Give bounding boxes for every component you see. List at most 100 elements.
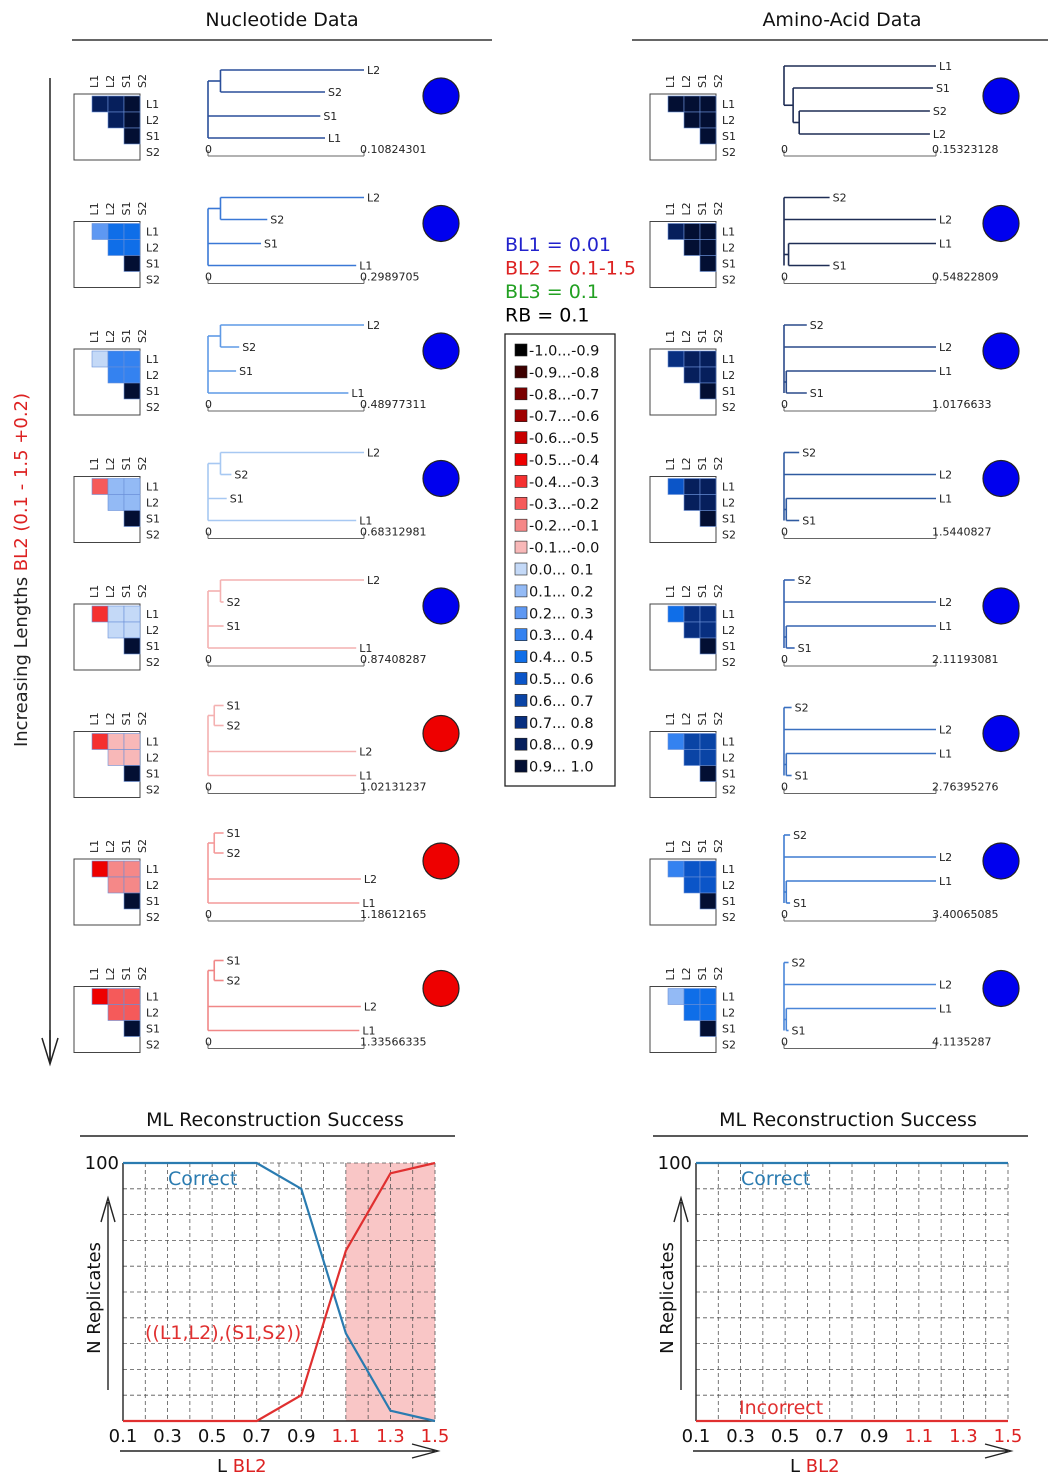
amino-matrix-col-label: L1 (664, 967, 677, 980)
nucleotide-scale-max: 0.10824301 (360, 143, 426, 156)
legend-swatch (514, 715, 528, 729)
nucleotide-matrix-col-label: L1 (88, 840, 101, 853)
amino-matrix-cell (683, 733, 701, 750)
amino-matrix-cell (683, 478, 701, 495)
nucleotide-matrix-cell (107, 749, 125, 766)
nucleotide-matrix-cell (123, 239, 141, 256)
nucleotide-matrix-cell (123, 111, 141, 129)
amino-tree-leaf-label: L1 (939, 1003, 952, 1016)
nucleotide-matrix-col-label: L2 (104, 75, 117, 88)
legend-label: -1.0...-0.9 (529, 344, 599, 360)
amino-matrix-row-label: S2 (722, 401, 736, 414)
amino-matrix-col-label: S1 (696, 202, 709, 216)
amino-scale-max: 0.15323128 (932, 143, 998, 156)
nucleotide-tree-leaf-label: L2 (367, 192, 380, 205)
nucleotide-matrix-cell (91, 95, 109, 113)
amino-result-dot-correct (982, 332, 1020, 370)
nucleotide-matrix-cell (107, 366, 125, 384)
amino-matrix-cell (699, 860, 717, 878)
nucleotide-matrix-col-label: S2 (136, 329, 149, 343)
nucleotide-tree-leaf-label: S2 (242, 341, 256, 354)
amino-matrix-row-label: L2 (722, 497, 735, 510)
amino-matrix-col-label: L1 (664, 457, 677, 470)
nucleotide-matrix-cell (123, 733, 141, 750)
legend-swatch (514, 496, 528, 510)
amino-matrix-row-label: L2 (722, 114, 735, 127)
nucleotide-matrix-cell (91, 478, 109, 495)
nucleotide-tree-leaf-label: L2 (367, 447, 380, 460)
amino-matrix-cell (699, 350, 717, 368)
nucleotide-scale-zero: 0 (205, 143, 212, 156)
nucleotide-matrix-row-label: S2 (146, 274, 160, 287)
chart-x-label-prefix: L (790, 1456, 806, 1477)
legend-swatch (514, 694, 528, 707)
nucleotide-matrix-row-label: S2 (146, 656, 160, 669)
nucleotide-tree-leaf-label: L1 (359, 260, 372, 273)
legend-swatch (514, 365, 528, 379)
amino-matrix-col-label: L2 (680, 202, 693, 215)
nucleotide-scale-zero: 0 (205, 653, 212, 666)
nucleotide-matrix-cell (107, 478, 125, 495)
parameter-line: BL3 = 0.1 (505, 281, 599, 303)
nucleotide-matrix-cell (123, 765, 141, 782)
amino-matrix-cell (667, 350, 685, 368)
nucleotide-matrix-col-label: L1 (88, 585, 101, 598)
amino-matrix-row-label: L1 (722, 863, 735, 876)
amino-tree-leaf-label: L1 (939, 748, 952, 761)
amino-matrix-cell (699, 127, 717, 145)
nucleotide-tree-leaf-label: S2 (227, 720, 241, 733)
legend-label: -0.4...-0.3 (529, 475, 599, 491)
amino-matrix-cell (683, 111, 701, 129)
amino-matrix-cell (683, 223, 701, 240)
amino-tree-leaf-label: L1 (939, 620, 952, 633)
nucleotide-matrix-cell (107, 876, 125, 894)
amino-matrix-row-label: L1 (722, 481, 735, 494)
amino-matrix-cell (699, 255, 717, 272)
amino-result-dot-correct (982, 204, 1020, 243)
amino-matrix-cell (699, 765, 717, 782)
nucleotide-matrix-col-label: L2 (104, 712, 117, 725)
amino-matrix-row-label: L1 (722, 353, 735, 366)
nucleotide-tree-leaf-label: L2 (367, 64, 380, 77)
nucleotide-matrix-cell (123, 382, 141, 400)
nucleotide-scale-max: 1.33566335 (360, 1036, 426, 1049)
nucleotide-matrix-col-label: L1 (88, 75, 101, 88)
nucleotide-matrix-cell (123, 621, 141, 639)
nucleotide-matrix-row-label: L2 (146, 1007, 159, 1020)
nucleotide-matrix-col-label: L2 (104, 967, 117, 980)
legend-swatch (514, 453, 528, 466)
amino-tree-leaf-label: S1 (833, 260, 847, 273)
amino-tree-leaf-label: S1 (802, 515, 816, 528)
nucleotide-matrix-row-label: S2 (146, 146, 160, 159)
nucleotide-tree-leaf-label: S2 (270, 214, 284, 227)
chart-x-tick-label: 1.5 (421, 1426, 450, 1447)
chart-x-tick-label: 0.3 (726, 1426, 755, 1447)
nucleotide-matrix-cell (123, 988, 141, 1005)
nucleotide-matrix-col-label: S1 (120, 457, 133, 471)
chart-nucleotide: ML Reconstruction Success Correct ((L1,L2)… (80, 1109, 455, 1477)
nucleotide-matrix-row-label: L2 (146, 114, 159, 127)
nucleotide-tree-leaf-label: L2 (364, 873, 377, 886)
amino-matrix-col-label: L2 (680, 840, 693, 853)
amino-matrix-cell (667, 733, 685, 750)
nucleotide-tree-leaf-label: L1 (362, 897, 375, 910)
nucleotide-matrix-row-label: L2 (146, 624, 159, 637)
amino-matrix-row-label: S2 (722, 146, 736, 159)
legend-swatch (514, 759, 528, 773)
amino-matrix-col-label: S1 (696, 74, 709, 88)
nucleotide-matrix-cell (107, 95, 125, 113)
amino-matrix-row-label: S1 (722, 513, 736, 526)
chart-series-line (123, 1161, 436, 1423)
amino-scale-zero: 0 (781, 398, 788, 411)
amino-tree-leaf-label: L1 (939, 493, 952, 506)
amino-tree-leaf-label: L1 (939, 60, 952, 73)
legend-label: 0.6... 0.7 (529, 694, 594, 710)
chart-x-tick-label: 1.5 (994, 1426, 1023, 1447)
chart-x-tick-label: 0.9 (287, 1426, 316, 1447)
nucleotide-scale-zero: 0 (205, 781, 212, 794)
amino-matrix-cell (699, 382, 717, 400)
